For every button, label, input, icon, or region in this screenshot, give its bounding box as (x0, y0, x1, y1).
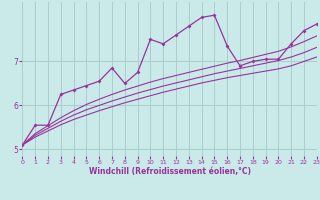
X-axis label: Windchill (Refroidissement éolien,°C): Windchill (Refroidissement éolien,°C) (89, 167, 251, 176)
